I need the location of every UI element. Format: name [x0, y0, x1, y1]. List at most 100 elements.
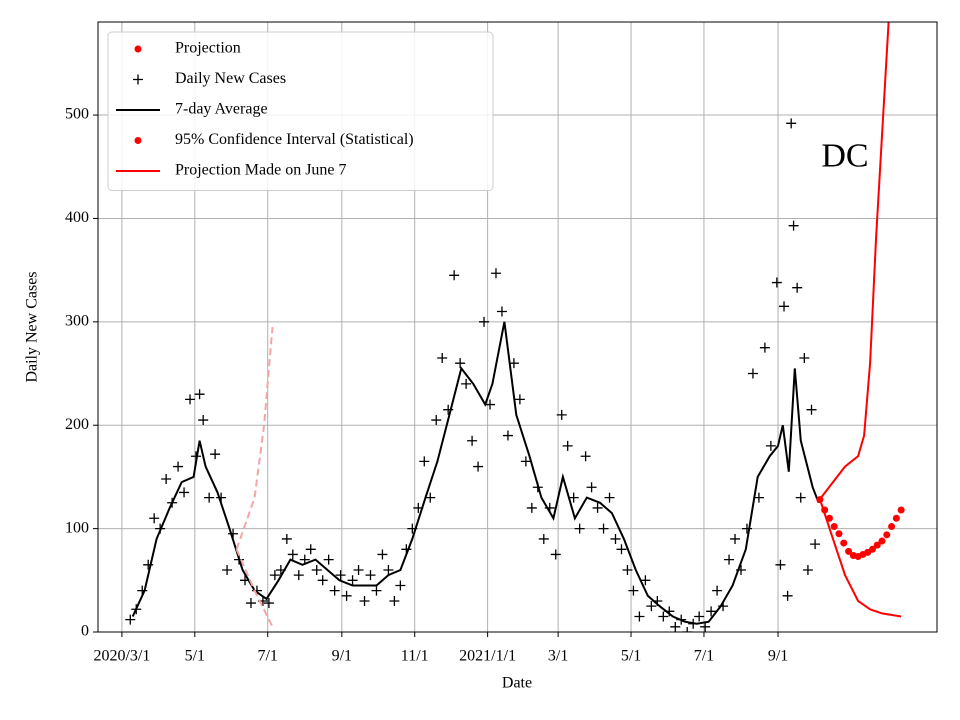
plus-marker [179, 487, 190, 498]
plus-marker [592, 502, 603, 513]
plus-marker [341, 590, 352, 601]
plus-marker [724, 554, 735, 565]
series-line [131, 321, 820, 625]
y-axis-label: Daily New Cases [24, 271, 41, 382]
plus-marker [359, 595, 370, 606]
plus-marker [353, 564, 364, 575]
plus-marker [622, 564, 633, 575]
x-tick-label: 9/1 [768, 648, 788, 665]
x-tick-label: 5/1 [621, 648, 641, 665]
plus-marker [161, 473, 172, 484]
legend-box [107, 31, 494, 191]
plus-marker [759, 342, 770, 353]
plus-marker [329, 585, 340, 596]
x-tick-label: 11/1 [401, 648, 429, 665]
dot-marker [883, 531, 891, 539]
plus-marker [598, 523, 609, 534]
plus-marker [782, 590, 793, 601]
plus-marker [210, 449, 221, 460]
x-tick-label: 3/1 [548, 648, 568, 665]
plus-marker [604, 492, 615, 503]
x-tick-label: 7/1 [257, 648, 277, 665]
series-line [235, 326, 274, 550]
plus-marker [473, 461, 484, 472]
plus-marker [317, 575, 328, 586]
plus-marker [526, 502, 537, 513]
plus-marker [730, 533, 741, 544]
plus-marker [646, 601, 657, 612]
plus-marker [311, 564, 322, 575]
plus-marker [616, 544, 627, 555]
series-line [820, 502, 902, 618]
plus-marker [634, 611, 645, 622]
plus-marker [694, 611, 705, 622]
plus-marker [779, 301, 790, 312]
plus-marker [293, 570, 304, 581]
plus-marker [520, 456, 531, 467]
dot-marker [888, 523, 896, 531]
y-tick-label: 0 [81, 623, 89, 640]
plus-marker [419, 456, 430, 467]
dot-marker [892, 514, 900, 522]
plus-marker [305, 544, 316, 555]
plus-marker [670, 621, 681, 632]
plus-marker [371, 585, 382, 596]
legend: Projection Daily New Cases 7-day Average 95… [107, 31, 494, 191]
plus-marker [389, 595, 400, 606]
plus-marker [467, 435, 478, 446]
plus-marker [437, 353, 448, 364]
plus-marker [449, 270, 460, 281]
plus-marker [269, 570, 280, 581]
plus-marker [802, 564, 813, 575]
dot-marker [840, 539, 848, 547]
plus-marker [741, 523, 752, 534]
plus-marker [682, 627, 693, 632]
plus-marker [580, 451, 591, 462]
plus-marker [125, 614, 136, 625]
plus-marker [383, 564, 394, 575]
plus-marker [771, 277, 782, 288]
legend-label: 95% Confidence Interval (Statistical) [175, 131, 414, 148]
x-tick-label: 7/1 [694, 648, 714, 665]
plus-marker [765, 440, 776, 451]
x-tick-label: 9/1 [332, 648, 352, 665]
plus-marker [556, 409, 567, 420]
plus-marker [700, 621, 711, 632]
plus-marker [706, 606, 717, 617]
plus-marker [795, 492, 806, 503]
x-tick-label: 5/1 [185, 648, 205, 665]
x-axis-label: Date [502, 675, 532, 692]
plus-marker [149, 513, 160, 524]
plus-marker [562, 440, 573, 451]
legend-marker [134, 137, 142, 144]
x-tick-label: 2020/3/1 [93, 648, 150, 665]
plus-marker [204, 492, 215, 503]
y-tick-label: 300 [65, 313, 89, 330]
plus-marker [788, 220, 799, 231]
plus-marker [628, 585, 639, 596]
series-line [235, 548, 274, 628]
plus-marker [786, 118, 797, 129]
plus-marker [712, 585, 723, 596]
y-tick-label: 400 [65, 209, 89, 226]
plus-marker [747, 368, 758, 379]
legend-label: Projection Made on June 7 [175, 162, 347, 179]
legend-marker [133, 74, 143, 85]
plus-marker [455, 358, 466, 369]
plus-marker [514, 394, 525, 405]
plus-marker [490, 268, 501, 279]
plus-marker [568, 492, 579, 503]
annotation: DC [821, 137, 868, 174]
plus-marker [281, 533, 292, 544]
plus-marker [461, 378, 472, 389]
legend-marker [134, 45, 142, 53]
plus-marker [173, 461, 184, 472]
dot-marker [878, 537, 886, 545]
series-line [820, 22, 890, 499]
dot-marker [873, 541, 881, 549]
plus-marker [245, 598, 256, 609]
plus-marker [485, 399, 496, 410]
plus-marker [263, 598, 274, 609]
y-tick-label: 100 [65, 519, 89, 536]
